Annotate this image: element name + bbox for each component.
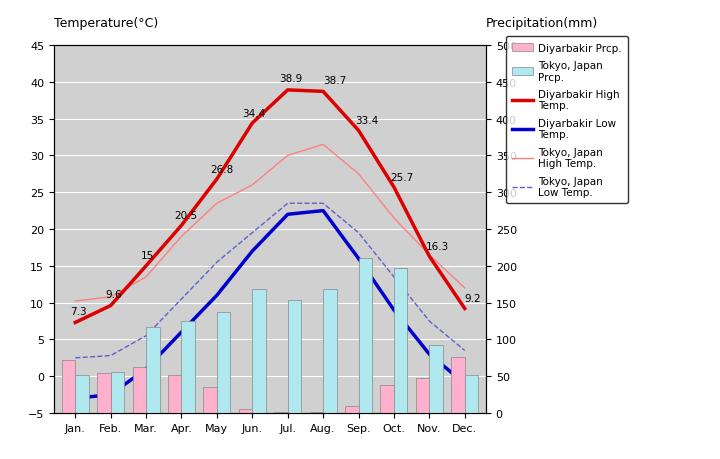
Bar xyxy=(345,406,359,413)
Text: 7.3: 7.3 xyxy=(70,306,86,316)
Text: 33.4: 33.4 xyxy=(355,116,378,126)
Bar xyxy=(97,374,111,413)
Bar xyxy=(239,409,252,413)
Text: 26.8: 26.8 xyxy=(210,164,233,174)
Bar xyxy=(217,313,230,413)
Bar xyxy=(380,385,394,413)
Bar xyxy=(274,412,288,413)
Bar xyxy=(394,269,408,413)
Text: Temperature(°C): Temperature(°C) xyxy=(54,17,158,30)
Bar xyxy=(252,290,266,413)
Legend: Diyarbakir Prcp., Tokyo, Japan
Prcp., Diyarbakir High
Temp., Diyarbakir Low
Temp: Diyarbakir Prcp., Tokyo, Japan Prcp., Di… xyxy=(505,37,628,204)
Text: 25.7: 25.7 xyxy=(390,172,414,182)
Bar xyxy=(451,357,464,413)
Bar xyxy=(168,375,181,413)
Text: 38.9: 38.9 xyxy=(279,74,302,84)
Text: 20.5: 20.5 xyxy=(174,211,197,220)
Text: Precipitation(mm): Precipitation(mm) xyxy=(486,17,598,30)
Bar xyxy=(132,368,146,413)
Text: 34.4: 34.4 xyxy=(242,108,265,118)
Bar xyxy=(288,301,301,413)
Text: 15: 15 xyxy=(140,251,154,261)
Bar xyxy=(416,378,429,413)
Bar xyxy=(323,290,336,413)
Bar xyxy=(429,345,443,413)
Bar xyxy=(111,372,124,413)
Text: 9.2: 9.2 xyxy=(464,293,482,303)
Bar xyxy=(464,375,478,413)
Bar xyxy=(204,387,217,413)
Bar xyxy=(310,412,323,413)
Bar xyxy=(146,327,160,413)
Bar xyxy=(359,259,372,413)
Bar xyxy=(181,321,195,413)
Text: 38.7: 38.7 xyxy=(323,75,346,85)
Bar xyxy=(76,375,89,413)
Bar xyxy=(62,360,76,413)
Text: 9.6: 9.6 xyxy=(105,289,122,299)
Text: 16.3: 16.3 xyxy=(426,241,449,252)
